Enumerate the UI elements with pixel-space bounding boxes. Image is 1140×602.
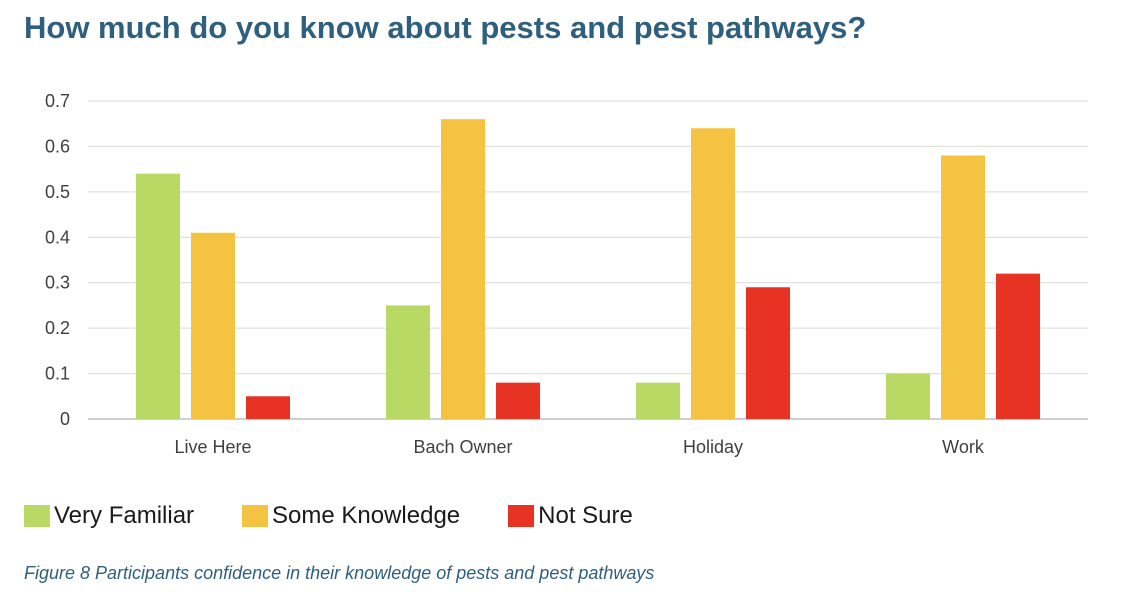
legend-label-very-familiar: Very Familiar xyxy=(54,502,195,529)
bar-not-sure-work xyxy=(996,273,1040,419)
y-tick-label-6: 0.6 xyxy=(45,136,70,156)
legend-item-very-familiar: Very Familiar xyxy=(24,502,194,530)
y-tick-label-0: 0 xyxy=(60,409,70,429)
bar-some-knowledge-work xyxy=(941,155,985,419)
legend-item-some-knowledge: Some Knowledge xyxy=(242,502,460,530)
x-tick-label-0: Live Here xyxy=(174,437,251,457)
figure-caption: Figure 8 Participants confidence in thei… xyxy=(24,563,655,583)
legend-label-some-knowledge: Some Knowledge xyxy=(272,502,461,529)
y-tick-label-1: 0.1 xyxy=(45,364,70,384)
bar-not-sure-live-here xyxy=(246,396,290,419)
chart-legend: Very Familiar Some Knowledge Not Sure xyxy=(24,502,681,530)
y-tick-label-2: 0.2 xyxy=(45,318,70,338)
bar-very-familiar-holiday xyxy=(636,382,680,419)
x-tick-label-1: Bach Owner xyxy=(413,437,512,457)
legend-item-not-sure: Not Sure xyxy=(508,502,633,530)
bar-not-sure-holiday xyxy=(746,287,790,419)
y-tick-label-4: 0.4 xyxy=(45,227,70,247)
y-tick-label-3: 0.3 xyxy=(45,273,70,293)
legend-swatch-very-familiar xyxy=(24,505,50,527)
bar-not-sure-bach-owner xyxy=(496,382,540,419)
bar-very-familiar-live-here xyxy=(136,173,180,419)
legend-swatch-not-sure xyxy=(508,505,535,527)
y-tick-label-5: 0.5 xyxy=(45,182,70,202)
bar-chart: 0 0.1 0.2 0.3 0.4 0.5 0.6 0.7 Live Here Bach Owne… xyxy=(45,91,1088,457)
bar-some-knowledge-live-here xyxy=(191,232,235,419)
bar-very-familiar-bach-owner xyxy=(386,305,430,419)
x-tick-label-2: Holiday xyxy=(683,437,743,457)
y-tick-label-7: 0.7 xyxy=(45,91,70,111)
bar-some-knowledge-holiday xyxy=(691,128,735,419)
chart-title: How much do you know about pests and pes… xyxy=(24,10,867,45)
legend-label-not-sure: Not Sure xyxy=(538,502,633,529)
bar-very-familiar-work xyxy=(886,373,930,419)
legend-swatch-some-knowledge xyxy=(242,505,269,527)
bar-some-knowledge-bach-owner xyxy=(441,119,485,420)
x-tick-label-3: Work xyxy=(942,437,985,457)
